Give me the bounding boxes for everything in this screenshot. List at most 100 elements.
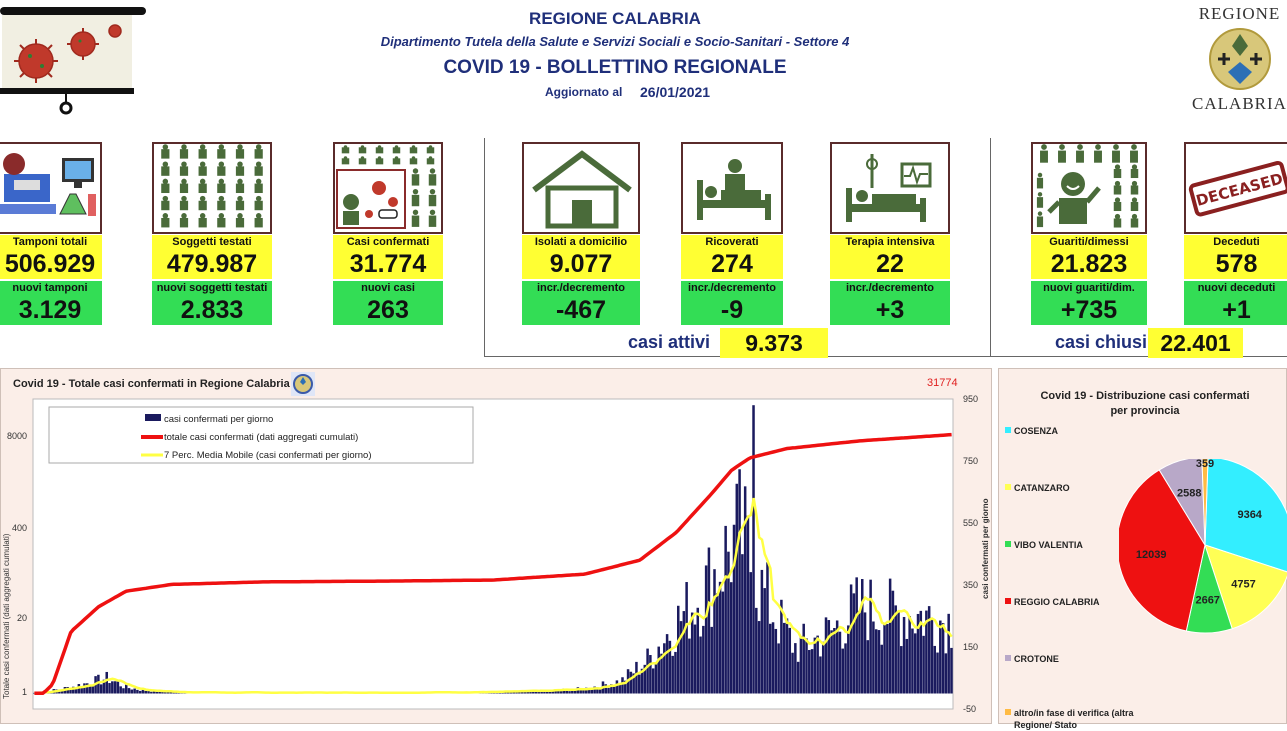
cumulative-chart: 8000 400 20 1 950 750 550 350 150 -50 Totale casi … bbox=[2, 394, 990, 714]
daily-bar bbox=[830, 630, 833, 694]
tile-label-guariti-dimessi: Guariti/dimessi bbox=[1031, 235, 1147, 249]
daily-bar bbox=[936, 652, 939, 694]
daily-bar bbox=[571, 689, 574, 694]
daily-bar bbox=[852, 593, 856, 694]
province-swatch bbox=[1005, 709, 1011, 715]
daily-bar bbox=[130, 689, 134, 694]
daily-bar bbox=[60, 689, 64, 694]
tile-value-isolati-a-domicilio: 9.077 bbox=[522, 249, 640, 279]
daily-bar bbox=[679, 621, 683, 694]
daily-bar bbox=[866, 640, 870, 694]
daily-bar bbox=[598, 688, 602, 694]
daily-bar bbox=[111, 681, 114, 694]
y2-axis-label: casi confermati per giorno bbox=[981, 498, 990, 599]
tile-sublabel-guariti-dimessi: nuovi guariti/dim. bbox=[1031, 281, 1147, 295]
daily-bar bbox=[713, 569, 716, 694]
logo-bottom-text: CALABRIA bbox=[1192, 94, 1287, 113]
daily-bar bbox=[721, 591, 725, 694]
daily-bar bbox=[565, 688, 568, 694]
tile-value-casi-confermati: 31.774 bbox=[333, 249, 443, 279]
section-divider bbox=[484, 138, 485, 356]
province-label: CROTONE bbox=[1014, 654, 1059, 664]
tile-label-terapia-intensiva: Terapia intensiva bbox=[830, 235, 950, 249]
daily-bar bbox=[799, 636, 803, 694]
moving-average-line bbox=[34, 497, 953, 695]
daily-bar bbox=[74, 687, 78, 694]
daily-bar bbox=[902, 616, 906, 694]
daily-bar bbox=[573, 689, 577, 694]
daily-bar bbox=[618, 684, 621, 694]
daily-bar bbox=[827, 620, 831, 694]
daily-bar bbox=[724, 525, 727, 694]
daily-bar bbox=[660, 653, 663, 694]
daily-bar bbox=[133, 688, 136, 694]
daily-bar bbox=[150, 691, 153, 694]
daily-bar bbox=[523, 691, 527, 694]
daily-bar bbox=[559, 690, 563, 694]
daily-bar bbox=[113, 681, 117, 694]
daily-bar bbox=[930, 618, 934, 694]
cumulative-chart-panel: Covid 19 - Totale casi confermati in Reg… bbox=[0, 368, 992, 724]
daily-bar bbox=[927, 606, 931, 694]
tile-sublabel-deceduti: nuovi deceduti bbox=[1184, 281, 1287, 295]
icu-bed-icon bbox=[846, 154, 932, 222]
daily-bar bbox=[704, 565, 708, 694]
daily-bar bbox=[769, 623, 772, 694]
daily-bar bbox=[690, 612, 694, 694]
lab-equipment-icon bbox=[0, 153, 96, 216]
daily-bar bbox=[788, 627, 792, 694]
daily-bar bbox=[529, 690, 532, 694]
daily-bar bbox=[543, 690, 546, 694]
daily-bar bbox=[732, 524, 736, 694]
daily-bar bbox=[911, 628, 914, 694]
daily-bar bbox=[933, 645, 936, 694]
province-swatch bbox=[1005, 655, 1011, 661]
daily-bar bbox=[874, 629, 878, 694]
active-cases-label: casi attivi bbox=[628, 332, 711, 352]
daily-bar bbox=[897, 610, 900, 694]
tile-label-soggetti-testati: Soggetti testati bbox=[152, 235, 272, 249]
daily-bar bbox=[654, 662, 658, 694]
daily-bar bbox=[144, 690, 148, 694]
tile-sublabel-isolati-a-domicilio: incr./decremento bbox=[522, 281, 640, 295]
recovered-person-icon bbox=[1036, 144, 1139, 228]
y-axis-label: Totale casi confermati (dati aggregati c… bbox=[2, 533, 11, 699]
daily-bar bbox=[774, 628, 778, 694]
daily-bar bbox=[682, 611, 686, 694]
legend-item: casi confermati per giorno bbox=[164, 414, 273, 425]
region-title: REGIONE CALABRIA bbox=[529, 9, 701, 28]
daily-bar bbox=[777, 643, 780, 694]
daily-bar bbox=[649, 655, 652, 694]
daily-bar bbox=[663, 643, 666, 694]
section-divider bbox=[990, 138, 991, 356]
daily-bar bbox=[88, 685, 92, 694]
daily-bar bbox=[785, 618, 789, 694]
daily-bar bbox=[643, 664, 647, 694]
daily-bar bbox=[894, 605, 897, 694]
y-tick-label: 20 bbox=[17, 613, 27, 623]
daily-bar bbox=[161, 691, 164, 694]
daily-bar bbox=[646, 648, 649, 694]
tile-image-isolati-a-domicilio bbox=[522, 142, 640, 234]
closed-cases-label: casi chiusi bbox=[1055, 332, 1148, 352]
daily-bar bbox=[621, 677, 624, 694]
updated-label: Aggiornato al bbox=[545, 85, 623, 99]
daily-bar bbox=[841, 648, 844, 694]
daily-bar bbox=[741, 554, 744, 694]
daily-bar bbox=[757, 621, 761, 694]
daily-bar bbox=[147, 691, 150, 694]
tile-subvalue-guariti-dimessi: +735 bbox=[1031, 295, 1147, 325]
y-tick-label: 400 bbox=[12, 523, 27, 533]
active-cases-value: 9.373 bbox=[720, 328, 828, 358]
daily-bar bbox=[702, 625, 705, 694]
daily-bar bbox=[83, 683, 86, 694]
daily-bar bbox=[746, 515, 750, 694]
province-swatch bbox=[1005, 541, 1011, 547]
daily-bar bbox=[710, 626, 713, 694]
pie-slice bbox=[1158, 459, 1206, 547]
tile-image-terapia-intensiva bbox=[830, 142, 950, 234]
daily-bar bbox=[707, 547, 711, 694]
daily-bar bbox=[749, 572, 752, 694]
daily-bar bbox=[665, 634, 669, 694]
y-tick-label: 8000 bbox=[7, 431, 27, 441]
